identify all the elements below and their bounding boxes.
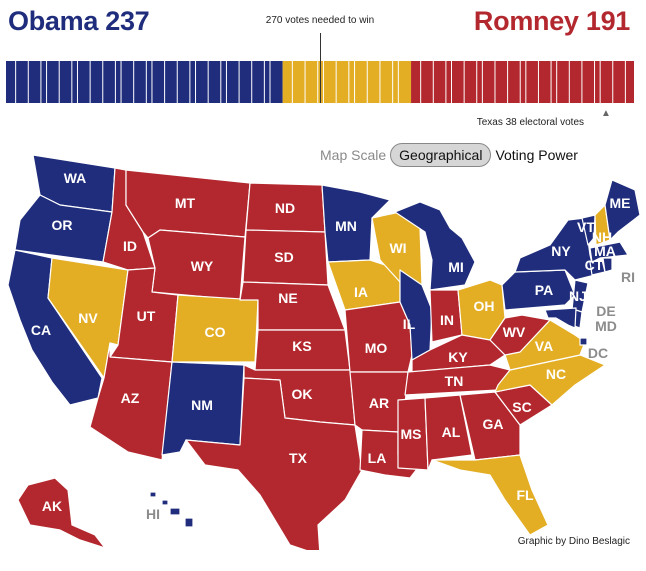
electoral-vote-bar bbox=[6, 61, 634, 103]
state-wv[interactable] bbox=[489, 314, 551, 356]
state-mn[interactable] bbox=[321, 184, 391, 263]
votes-needed-label: 270 votes needed to win bbox=[265, 15, 375, 26]
state-label-nh: NH bbox=[592, 229, 612, 245]
state-label-ga: GA bbox=[483, 416, 504, 432]
state-label-ny: NY bbox=[551, 243, 571, 259]
texas-electoral-note: Texas 38 electoral votes bbox=[476, 117, 584, 128]
state-label-wv: WV bbox=[503, 324, 526, 340]
state-label-in: IN bbox=[440, 312, 454, 328]
state-label-ks: KS bbox=[292, 338, 311, 354]
state-label-sc: SC bbox=[512, 399, 531, 415]
state-label-dc: DC bbox=[588, 345, 608, 361]
state-label-mi: MI bbox=[448, 259, 464, 275]
state-label-il: IL bbox=[403, 316, 416, 332]
win-threshold-line bbox=[320, 33, 321, 103]
state-label-md: MD bbox=[595, 318, 617, 334]
state-label-ne: NE bbox=[278, 290, 297, 306]
state-label-tx: TX bbox=[289, 450, 308, 466]
state-label-ok: OK bbox=[292, 386, 313, 402]
state-label-me: ME bbox=[610, 195, 631, 211]
vote-bar-tossup bbox=[282, 61, 412, 103]
state-vt[interactable] bbox=[581, 214, 596, 246]
state-label-ar: AR bbox=[369, 395, 389, 411]
state-label-mn: MN bbox=[335, 218, 357, 234]
state-label-la: LA bbox=[368, 450, 387, 466]
state-label-nv: NV bbox=[78, 310, 98, 326]
state-label-hi: HI bbox=[146, 506, 160, 522]
state-label-nj: NJ bbox=[569, 288, 587, 304]
state-label-ri: RI bbox=[621, 269, 635, 285]
map-scale-label: Map Scale bbox=[320, 147, 387, 163]
state-md[interactable] bbox=[544, 307, 577, 329]
state-label-nc: NC bbox=[546, 366, 566, 382]
state-label-ma: MA bbox=[594, 243, 616, 259]
state-label-de: DE bbox=[596, 303, 615, 319]
state-label-az: AZ bbox=[121, 390, 140, 406]
state-me[interactable] bbox=[604, 179, 641, 241]
obama-electoral-total: Obama 237 bbox=[8, 6, 150, 36]
electoral-vote-bar-graphic bbox=[6, 61, 634, 103]
romney-electoral-total: Romney 191 bbox=[473, 6, 630, 36]
state-label-ia: IA bbox=[354, 284, 368, 300]
voting-power-scale-button[interactable]: Voting Power bbox=[495, 147, 578, 163]
state-label-ut: UT bbox=[137, 308, 156, 324]
up-arrow-icon: ▲ bbox=[601, 108, 611, 119]
state-label-ak: AK bbox=[42, 498, 62, 514]
state-label-sd: SD bbox=[274, 249, 293, 265]
state-label-pa: PA bbox=[535, 282, 553, 298]
state-ak[interactable] bbox=[17, 477, 106, 549]
state-mi[interactable] bbox=[394, 201, 476, 291]
vote-bar-dem bbox=[6, 61, 283, 103]
state-label-wy: WY bbox=[191, 258, 214, 274]
state-label-wa: WA bbox=[64, 170, 87, 186]
us-electoral-map: WA OR CA NV ID MT WY UT CO AZ NM ND SD N… bbox=[7, 154, 641, 550]
state-label-co: CO bbox=[205, 324, 226, 340]
state-tx[interactable] bbox=[185, 377, 363, 550]
map-scale-toggle: Map Scale Geographical Voting Power bbox=[320, 143, 578, 167]
state-label-ms: MS bbox=[401, 426, 422, 442]
state-ga[interactable] bbox=[459, 391, 521, 461]
state-al[interactable] bbox=[424, 394, 473, 471]
state-mo[interactable] bbox=[344, 301, 413, 373]
state-hi[interactable] bbox=[149, 491, 194, 528]
state-label-ct: CT bbox=[585, 257, 604, 273]
state-fl[interactable] bbox=[431, 454, 549, 536]
state-label-mo: MO bbox=[365, 340, 388, 356]
state-label-wi: WI bbox=[389, 240, 406, 256]
graphic-credit: Graphic by Dino Beslagic bbox=[517, 536, 630, 547]
state-label-al: AL bbox=[442, 424, 461, 440]
state-label-nm: NM bbox=[191, 397, 213, 413]
state-label-tn: TN bbox=[445, 373, 464, 389]
state-dc[interactable] bbox=[579, 337, 588, 346]
state-label-oh: OH bbox=[474, 298, 495, 314]
state-label-nd: ND bbox=[275, 200, 295, 216]
state-label-ca: CA bbox=[31, 322, 51, 338]
state-label-va: VA bbox=[535, 338, 553, 354]
state-label-mt: MT bbox=[175, 195, 196, 211]
state-ma[interactable] bbox=[589, 241, 629, 263]
state-label-or: OR bbox=[52, 217, 73, 233]
state-ri[interactable] bbox=[602, 257, 613, 273]
state-label-ky: KY bbox=[448, 349, 468, 365]
state-label-fl: FL bbox=[516, 487, 534, 503]
geographical-scale-button[interactable]: Geographical bbox=[390, 143, 492, 167]
vote-bar-rep bbox=[411, 61, 634, 103]
state-label-id: ID bbox=[123, 238, 137, 254]
state-label-vt: VT bbox=[577, 219, 595, 235]
